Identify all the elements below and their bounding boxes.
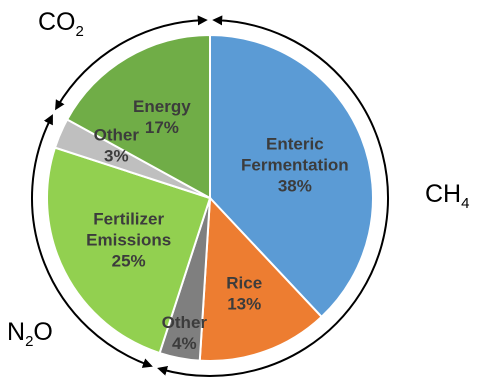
gas-label-co2: CO2: [38, 8, 84, 40]
slice-label-enteric-fermentation-0: Enteric Fermentation 38%: [241, 134, 349, 195]
gas-label-n2o: N2O: [7, 318, 53, 350]
pie-slices: [46, 33, 374, 362]
group-arc-n2o: [31, 114, 153, 368]
gas-label-ch4: CH4: [425, 180, 469, 212]
group-arc-ch4: [157, 15, 389, 377]
slice-label-rice-1: Rice 13%: [226, 274, 262, 314]
group-arc-co2: [55, 15, 208, 111]
pie-slice-enteric-fermentation-0: [209, 33, 374, 319]
gas-group-arcs: [31, 15, 389, 377]
